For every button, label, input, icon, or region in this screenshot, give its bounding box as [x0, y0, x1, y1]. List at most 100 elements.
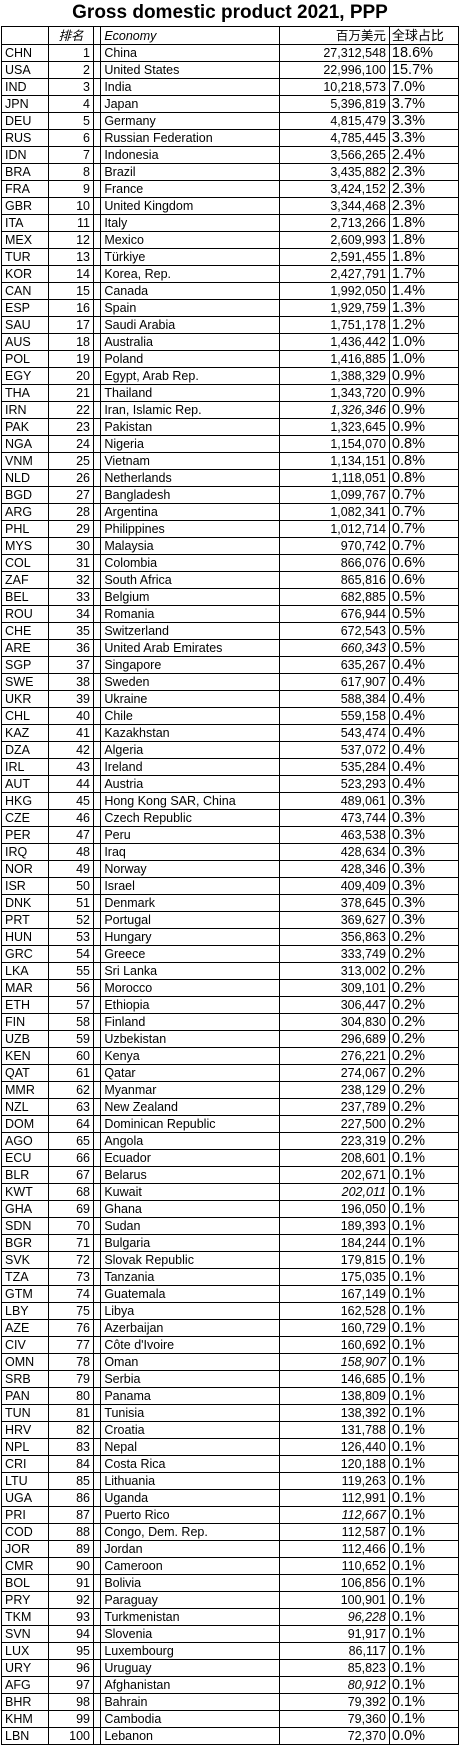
- cell-rank: 26: [48, 469, 94, 487]
- cell-gdp: 179,815: [279, 1251, 390, 1269]
- cell-blank: [92, 1421, 102, 1439]
- cell-share: 0.1%: [388, 1625, 460, 1643]
- cell-gdp: 79,392: [279, 1693, 390, 1711]
- cell-gdp: 333,749: [279, 945, 390, 963]
- cell-code: PHL: [0, 520, 50, 538]
- cell-code: COD: [0, 1523, 50, 1541]
- cell-rank: 67: [48, 1166, 94, 1184]
- cell-economy: Hong Kong SAR, China: [100, 792, 281, 810]
- table-row: USA 2 United States 22,996,100 15.7%: [0, 61, 460, 79]
- cell-code: AFG: [0, 1676, 50, 1694]
- cell-rank: 53: [48, 928, 94, 946]
- table-row: SVK 72 Slovak Republic 179,815 0.1%: [0, 1251, 460, 1269]
- table-row: ETH 57 Ethiopia 306,447 0.2%: [0, 996, 460, 1014]
- cell-gdp: 112,587: [279, 1523, 390, 1541]
- cell-rank: 21: [48, 384, 94, 402]
- cell-blank: [92, 1489, 102, 1507]
- cell-gdp: 428,346: [279, 860, 390, 878]
- cell-rank: 52: [48, 911, 94, 929]
- cell-share: 1.3%: [388, 299, 460, 317]
- cell-economy: Myanmar: [100, 1081, 281, 1099]
- cell-economy: Sri Lanka: [100, 962, 281, 980]
- cell-blank: [92, 571, 102, 589]
- cell-share: 0.8%: [388, 469, 460, 487]
- cell-code: PER: [0, 826, 50, 844]
- cell-economy: Qatar: [100, 1064, 281, 1082]
- cell-rank: 65: [48, 1132, 94, 1150]
- cell-gdp: 208,601: [279, 1149, 390, 1167]
- cell-code: IRN: [0, 401, 50, 419]
- cell-share: 1.4%: [388, 282, 460, 300]
- cell-share: 0.1%: [388, 1200, 460, 1218]
- cell-gdp: 3,566,265: [279, 146, 390, 164]
- cell-code: POL: [0, 350, 50, 368]
- table-row: HRV 82 Croatia 131,788 0.1%: [0, 1421, 460, 1439]
- cell-gdp: 3,435,882: [279, 163, 390, 181]
- cell-code: HUN: [0, 928, 50, 946]
- cell-gdp: 2,591,455: [279, 248, 390, 266]
- cell-code: ARG: [0, 503, 50, 521]
- cell-gdp: 559,158: [279, 707, 390, 725]
- cell-gdp: 131,788: [279, 1421, 390, 1439]
- cell-share: 0.1%: [388, 1268, 460, 1286]
- table-row: CHL 40 Chile 559,158 0.4%: [0, 707, 460, 725]
- cell-code: MAR: [0, 979, 50, 997]
- cell-rank: 32: [48, 571, 94, 589]
- table-row: BHR 98 Bahrain 79,392 0.1%: [0, 1693, 460, 1711]
- table-row: LUX 95 Luxembourg 86,117 0.1%: [0, 1642, 460, 1660]
- cell-code: GTM: [0, 1285, 50, 1303]
- cell-share: 0.1%: [388, 1387, 460, 1405]
- cell-share: 0.6%: [388, 571, 460, 589]
- cell-economy: Uganda: [100, 1489, 281, 1507]
- cell-economy: Iran, Islamic Rep.: [100, 401, 281, 419]
- cell-blank: [92, 1047, 102, 1065]
- cell-gdp: 865,816: [279, 571, 390, 589]
- cell-share: 0.2%: [388, 1047, 460, 1065]
- cell-code: NZL: [0, 1098, 50, 1116]
- cell-blank: [92, 265, 102, 283]
- cell-rank: 20: [48, 367, 94, 385]
- cell-blank: [92, 1693, 102, 1711]
- cell-economy: Japan: [100, 95, 281, 113]
- cell-blank: [92, 248, 102, 266]
- cell-blank: [92, 1574, 102, 1592]
- cell-blank: [92, 1676, 102, 1694]
- table-row: POL 19 Poland 1,416,885 1.0%: [0, 350, 460, 368]
- page-title: Gross domestic product 2021, PPP: [72, 2, 388, 23]
- cell-economy: Puerto Rico: [100, 1506, 281, 1524]
- cell-code: LBN: [0, 1727, 50, 1745]
- cell-blank: [92, 1285, 102, 1303]
- cell-economy: South Africa: [100, 571, 281, 589]
- cell-code: AGO: [0, 1132, 50, 1150]
- cell-share: 0.4%: [388, 775, 460, 793]
- cell-code: THA: [0, 384, 50, 402]
- cell-code: ETH: [0, 996, 50, 1014]
- table-row: BLR 67 Belarus 202,671 0.1%: [0, 1166, 460, 1184]
- cell-code: CAN: [0, 282, 50, 300]
- cell-economy: Ecuador: [100, 1149, 281, 1167]
- cell-share: 0.1%: [388, 1574, 460, 1592]
- table-row: GHA 69 Ghana 196,050 0.1%: [0, 1200, 460, 1218]
- cell-rank: 82: [48, 1421, 94, 1439]
- cell-code: SDN: [0, 1217, 50, 1235]
- table-row: AUT 44 Austria 523,293 0.4%: [0, 775, 460, 793]
- cell-blank: [92, 418, 102, 436]
- cell-code: KWT: [0, 1183, 50, 1201]
- cell-economy: Ireland: [100, 758, 281, 776]
- table-row: JOR 89 Jordan 112,466 0.1%: [0, 1540, 460, 1558]
- cell-share: 0.1%: [388, 1659, 460, 1677]
- cell-blank: [92, 44, 102, 62]
- cell-gdp: 588,384: [279, 690, 390, 708]
- cell-code: UKR: [0, 690, 50, 708]
- cell-rank: 74: [48, 1285, 94, 1303]
- cell-share: 0.9%: [388, 401, 460, 419]
- cell-code: PRT: [0, 911, 50, 929]
- cell-share: 0.3%: [388, 911, 460, 929]
- cell-gdp: 306,447: [279, 996, 390, 1014]
- cell-share: 0.2%: [388, 928, 460, 946]
- cell-blank: [92, 1251, 102, 1269]
- cell-economy: Angola: [100, 1132, 281, 1150]
- cell-rank: 36: [48, 639, 94, 657]
- cell-economy: Kenya: [100, 1047, 281, 1065]
- cell-rank: 57: [48, 996, 94, 1014]
